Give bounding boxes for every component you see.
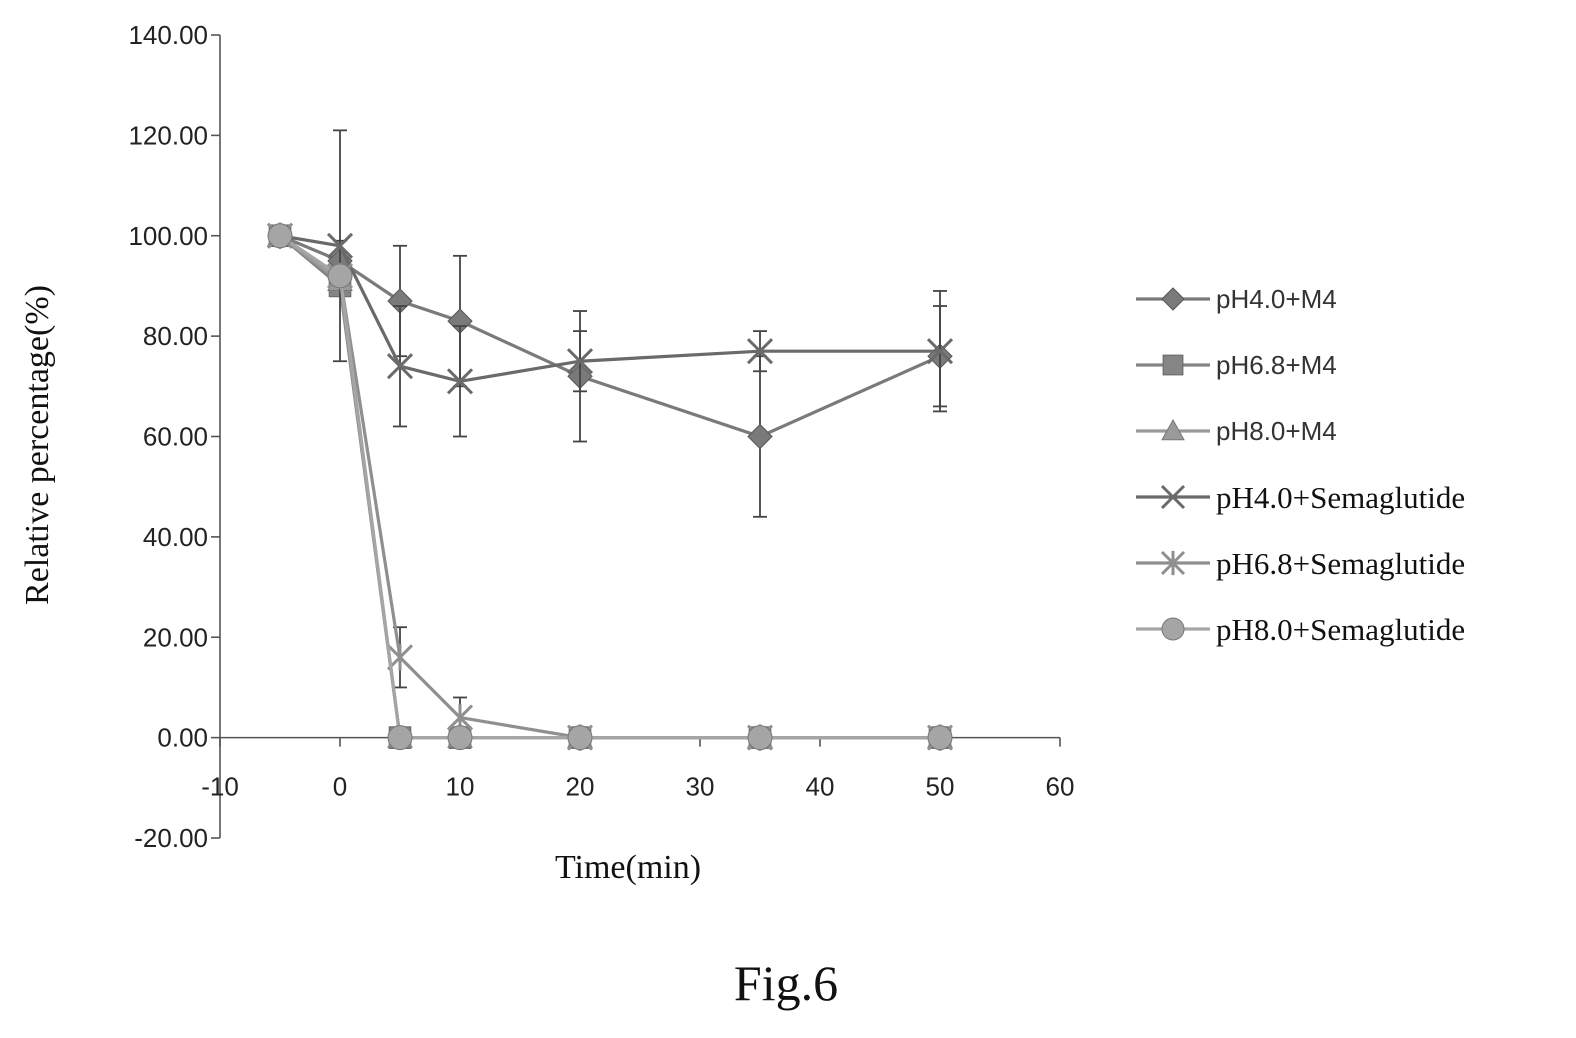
x-tick-label: 0 [333,772,347,802]
x-tick-label: 30 [686,772,715,802]
series-1 [268,224,952,749]
y-tick-label: 140.00 [128,20,208,50]
data-point [446,368,474,395]
data-point [566,348,594,375]
series-line [279,234,940,740]
y-tick-label: 80.00 [143,321,208,351]
x-tick-label: 40 [806,772,835,802]
legend-marker [1162,354,1184,376]
legend-entry: pH8.0+M4 [1136,416,1337,446]
series-2 [267,222,953,748]
data-point [567,725,593,751]
data-point [747,423,773,450]
series-layer [266,129,954,751]
axes [211,34,1061,839]
legend-label: pH4.0+M4 [1216,284,1337,314]
legend-marker [1160,550,1186,576]
data-point [926,338,954,365]
data-point [326,232,354,259]
data-point [386,353,414,380]
series-3 [266,129,954,438]
data-point [746,338,774,365]
figure-caption: Fig.6 [734,955,838,1011]
data-point [927,725,953,751]
y-tick-label: 20.00 [143,622,208,652]
legend-label: pH8.0+Semaglutide [1216,612,1465,647]
x-tick-label: 60 [1046,772,1075,802]
y-tick-label: 60.00 [143,422,208,452]
x-tick-label: -10 [201,772,239,802]
legend-marker [1161,617,1185,641]
x-tick-label: 10 [446,772,475,802]
series-line [279,234,940,740]
y-tick-label: 100.00 [128,221,208,251]
series-5 [267,223,953,751]
legend-marker [1161,418,1185,441]
legend-marker [1161,287,1185,311]
series-line [279,234,941,439]
y-tick-label: 120.00 [128,120,208,150]
legend-entry: pH6.8+Semaglutide [1136,546,1465,581]
legend-label: pH6.8+M4 [1216,350,1337,380]
legend: pH4.0+M4 pH6.8+M4 pH8.0+M4 pH4.0+Semaglutid… [1136,284,1465,647]
data-point [267,223,293,249]
data-point [747,725,773,751]
y-tick-label: 40.00 [143,522,208,552]
legend-label: pH4.0+Semaglutide [1216,480,1465,515]
series-line [279,234,940,383]
legend-label: pH6.8+Semaglutide [1216,546,1465,581]
legend-entry: pH6.8+M4 [1136,350,1337,380]
legend-entry: pH4.0+M4 [1136,284,1337,314]
y-tick-label: 0.00 [157,723,208,753]
series-4 [266,222,954,751]
tick-labels: -20.00 0.00 20.00 40.00 60.00 80.00 100.00 120.… [128,20,1074,853]
series-line [278,234,940,740]
data-point [387,725,413,751]
data-point [447,725,473,751]
data-point [327,263,353,289]
y-axis-title: Relative percentage(%) [19,285,56,605]
x-axis-title: Time(min) [555,849,701,886]
series-line [279,234,940,740]
legend-marker [1160,484,1186,510]
y-tick-label: -20.00 [134,823,208,853]
legend-entry: pH8.0+Semaglutide [1136,612,1465,647]
legend-label: pH8.0+M4 [1216,416,1337,446]
x-tick-label: 50 [926,772,955,802]
legend-entry: pH4.0+Semaglutide [1136,480,1465,515]
x-tick-label: 20 [566,772,595,802]
